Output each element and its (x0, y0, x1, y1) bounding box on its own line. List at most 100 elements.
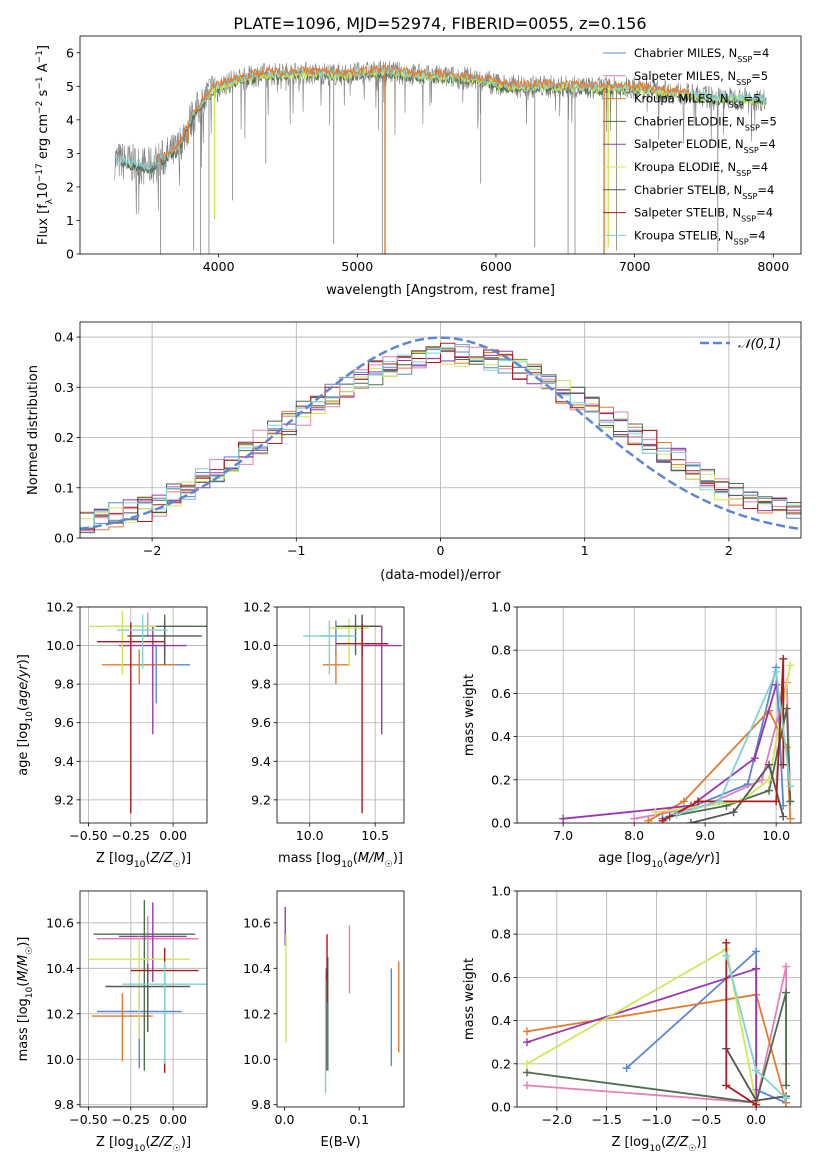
x-tick-label: 10.0 (762, 828, 790, 843)
weight_vs_age-plot-area (559, 654, 795, 823)
legend-entry-gaussian: 𝒩(0,1) (738, 337, 781, 352)
x-tick-label: 9.0 (695, 828, 715, 843)
y-tick-label: 2 (66, 179, 74, 194)
weight-marker-salpeter_stelib (658, 816, 667, 823)
x-axis-label: Z [log10(Z/Z☉)] (611, 1135, 706, 1154)
legend-entry-kroupa_stelib: Kroupa STELIB, NSSP=4 (634, 228, 766, 246)
mass_vs_Z-plot-area (88, 900, 207, 1073)
weight-marker-salpeter_elodie (559, 814, 568, 823)
y-tick-label: 0.2 (491, 1056, 511, 1071)
legend-entry-salpeter_elodie-part: =4 (759, 137, 776, 151)
weight-marker-chabrier_elodie (782, 1081, 791, 1090)
y-tick-label: 5 (66, 79, 74, 94)
weight-marker-kroupa_stelib (715, 797, 724, 806)
y-tick-label: 0.2 (54, 430, 74, 445)
weight-marker-kroupa_elodie (786, 661, 795, 670)
x-tick-label: −0.50 (69, 828, 107, 843)
y-axis-label-part: erg cm (36, 114, 51, 163)
mass_vs_ebv-axes: 0.0 0.1 9.8 10.0 10.2 10.4 10.6 E(B-V) (243, 890, 405, 1150)
y-axis-label-part: 10 (25, 711, 35, 723)
y-tick-label: 10.2 (243, 1006, 271, 1021)
legend-entry-kroupa_miles-part: SSP (729, 100, 744, 109)
x-axis-label-part: 10 (134, 860, 146, 870)
x-axis-label-part: )] (710, 851, 720, 866)
y-tick-label: 10.6 (46, 915, 74, 930)
y-tick-label: 10.0 (243, 1052, 271, 1067)
legend-entry-chabrier_stelib-part: SSP (742, 191, 757, 200)
y-tick-label: 9.8 (251, 677, 271, 692)
weight-marker-salpeter_miles (782, 962, 791, 971)
x-axis-label: Z [log10(Z/Z☉)] (96, 1135, 191, 1154)
x-axis-label-part: 10 (134, 1144, 146, 1154)
x-tick-label: −0.25 (112, 828, 150, 843)
y-axis-label-part: ☉ (25, 947, 35, 955)
y-tick-label: 9.6 (54, 715, 74, 730)
x-axis-label-part: E(B-V) (320, 1135, 360, 1150)
residual-histogram-kroupa_stelib (80, 344, 801, 528)
legend-entry-kroupa_elodie: Kroupa ELODIE, NSSP=4 (634, 160, 768, 178)
legend-entry-kroupa_miles-part: Kroupa MILES, N (634, 92, 729, 106)
y-tick-label: 0.6 (491, 686, 511, 701)
x-axis-label: mass [log10(M/M☉)] (278, 851, 403, 870)
y-tick-label: 3 (66, 146, 74, 161)
mass_vs_Z-axes: −0.50 −0.25 0.009.810.010.210.410.6Z [log1… (16, 890, 208, 1154)
x-axis-label-part: age [log (598, 851, 651, 866)
y-axis-label-part: −1 (35, 76, 45, 89)
x-tick-label: 0.00 (159, 828, 187, 843)
weight-marker-kroupa_stelib (782, 1094, 791, 1103)
y-axis-label: Flux [fλ10−17 erg cm−2 s−1 A−1] (35, 45, 55, 245)
weight-marker-kroupa_stelib (752, 1066, 761, 1075)
weight_vs_age-axes: 7.0 8.0 9.0 10.0 0.0 0.2 0.4 0.6 0.8 1.0 age [log1… (462, 600, 802, 870)
x-tick-label: 0.1 (349, 1112, 369, 1127)
y-tick-label: 0.4 (491, 1013, 511, 1028)
y-axis-label-part: λ (45, 198, 55, 204)
x-tick-label: 2 (725, 543, 733, 558)
x-axis-label-part: mass [log (278, 851, 341, 866)
legend-entry-salpeter_stelib-part: =4 (756, 206, 773, 220)
y-tick-label: 0.6 (491, 970, 511, 985)
legend-entry-salpeter_miles-part: =5 (751, 69, 768, 83)
x-axis-label-part: Z [log (96, 1135, 134, 1150)
x-tick-label: 1 (581, 543, 589, 558)
x-tick-label: 10.5 (361, 828, 389, 843)
x-axis-label-part: Z/Z (150, 1135, 174, 1150)
age_vs_mass-plot-area (303, 614, 402, 814)
gaussian-curve (80, 336, 801, 531)
x-axis-label-part: )] (696, 1135, 706, 1150)
legend-entry-kroupa_elodie-part: =4 (751, 160, 768, 174)
y-tick-label: 9.6 (251, 715, 271, 730)
legend-entry-kroupa_miles: Kroupa MILES, NSSP=5 (634, 92, 761, 110)
weight-marker-salpeter_elodie (522, 1038, 531, 1047)
y-axis-label-part: −2 (35, 101, 45, 114)
x-tick-label: 7000 (619, 259, 651, 274)
y-tick-label: 0.3 (54, 380, 74, 395)
legend-entry-chabrier_stelib: Chabrier STELIB, NSSP=4 (634, 183, 774, 201)
legend-entry-salpeter_elodie: Salpeter ELODIE, NSSP=4 (634, 137, 776, 155)
y-axis-label: mass weight (462, 674, 477, 756)
weight-marker-salpeter_elodie (752, 964, 761, 973)
y-tick-label: 9.8 (251, 1097, 271, 1112)
x-axis-label-part: ( (353, 851, 358, 866)
x-tick-label: 6000 (480, 259, 512, 274)
y-axis-label-part: )] (16, 654, 31, 664)
weight-marker-salpeter_stelib (772, 797, 781, 806)
y-axis-label-part: mass [log (16, 998, 31, 1061)
x-axis-label: age [log10(age/yr)] (598, 851, 720, 870)
weight-line-chabrier_elodie (526, 992, 787, 1104)
weight-marker-kroupa_stelib (722, 951, 731, 960)
y-axis-label-part: s (36, 89, 51, 100)
y-tick-label: 10.0 (46, 1052, 74, 1067)
weight-marker-kroupa_stelib (786, 782, 795, 791)
x-axis-label-part: ( (661, 1135, 666, 1150)
weight-marker-kroupa_elodie (765, 775, 774, 784)
y-axis-label-part: 10 (25, 986, 35, 998)
y-axis-label: mass [log10(M/M☉)] (16, 937, 35, 1062)
x-axis-label-part: ☉ (688, 1144, 696, 1154)
y-axis-label: Normed distribution (26, 365, 41, 495)
legend-entry-chabrier_stelib-part: =4 (757, 183, 774, 197)
weight-marker-salpeter_elodie (772, 680, 781, 689)
x-axis-label: wavelength [Angstrom, rest frame] (326, 283, 555, 298)
axes-frame (79, 321, 802, 539)
y-axis-label: mass weight (462, 958, 477, 1040)
